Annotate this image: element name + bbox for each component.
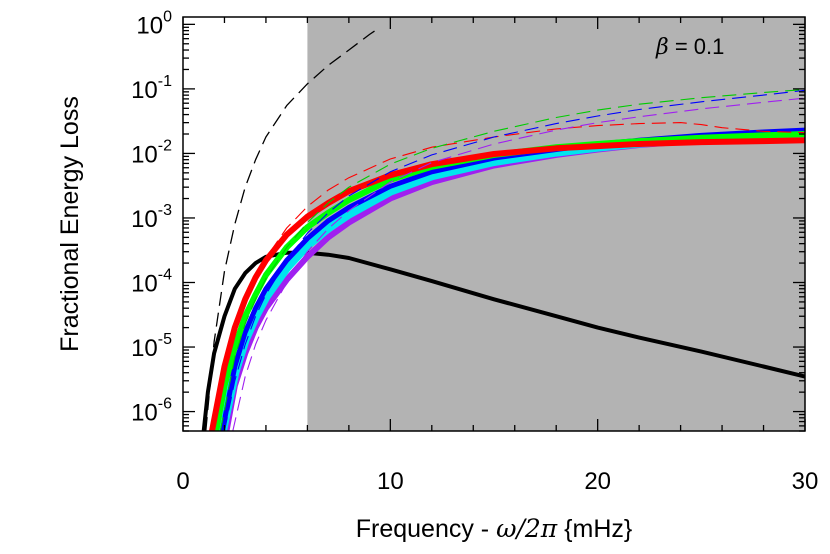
y-axis-label: Fractional Energy Loss [56,96,84,352]
series-dashed-9 [223,89,805,431]
y-tick-label: 100 [136,8,172,39]
series-dashed-10 [232,97,805,431]
y-tick-label: 10-2 [131,137,172,168]
y-tick-label: 10-4 [131,266,172,297]
x-axis-label: Frequency - ω/2π {mHz} [356,514,633,543]
x-tick-label: 10 [377,468,404,495]
series-dashed-8 [219,88,805,431]
shaded-region [307,17,805,431]
beta-annotation: β = 0.1 [655,34,724,60]
y-tick-label: 10-5 [131,331,172,362]
y-tick-label: 10-6 [131,396,172,427]
tick-labels: 0 10 20 30 100 10-1 10-2 10-3 10-4 10-5 10-6 [131,8,818,495]
series-dashed-6 [205,26,381,431]
series-dashed-7 [213,122,805,431]
x-tick-label: 0 [176,468,189,495]
x-tick-label: 20 [584,468,611,495]
y-tick-label: 10-3 [131,202,172,233]
series-solid-0 [201,250,805,431]
y-tick-label: 10-1 [131,73,172,104]
series-layer [201,26,805,431]
x-tick-label: 30 [792,468,819,495]
ticks-layer [182,17,806,432]
